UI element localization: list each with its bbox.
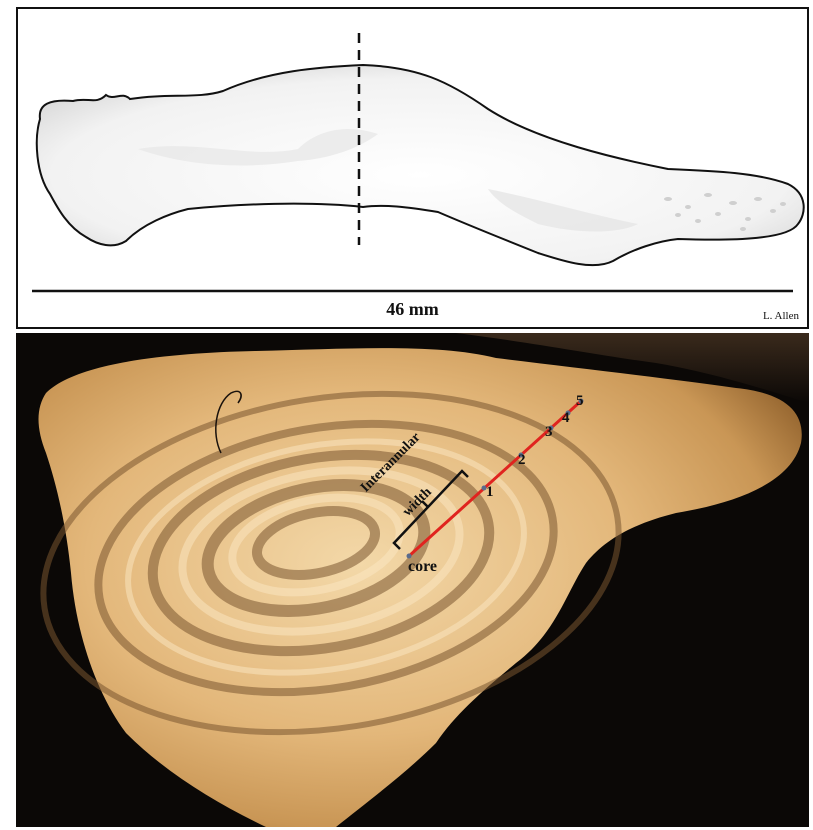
annulus-label-2: 2 [518,452,526,468]
growth-rings [40,390,622,736]
stray-fibre [215,390,242,454]
otolith-outline-drawing [32,33,805,293]
annulus-marks [406,398,584,559]
otolith-inner-shading [138,129,378,166]
annulus-label-3: 3 [545,424,553,440]
bracket-tick [421,500,429,508]
otolith-inner-shading [488,189,638,232]
illustrator-credit: L. Allen [762,310,799,322]
otolith-outline [35,63,805,267]
annulus-label-4: 4 [562,410,570,426]
otolith-photo-panel: Interannular width core 1 2 3 4 5 [16,333,809,827]
core-label: core [408,558,438,575]
otolith-section-photo [16,333,809,827]
stipple-pattern [664,193,786,231]
highlight-rings [125,438,527,676]
annulus-label-5: 5 [576,393,584,409]
scale-bar-label: 46 mm [386,299,439,319]
otolith-drawing-panel: 46 mm L. Allen [16,7,809,329]
background-tissue [456,333,809,403]
annulus-label-1: 1 [486,484,494,500]
